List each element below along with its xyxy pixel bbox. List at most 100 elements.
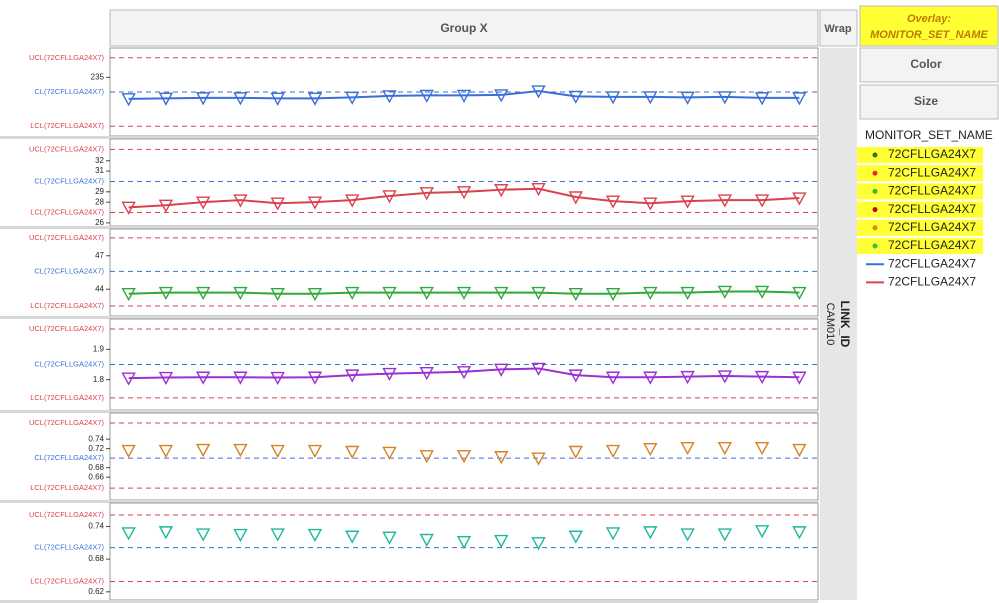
size-zone[interactable] xyxy=(859,84,999,120)
limit-label: CL(72CFLLGA24X7) xyxy=(34,453,104,462)
marker xyxy=(270,287,285,302)
marker xyxy=(792,192,807,206)
size-label: Size xyxy=(914,94,938,108)
group-label: Group X xyxy=(440,21,487,35)
marker xyxy=(195,92,211,106)
marker xyxy=(605,371,621,385)
limit-label: CL(72CFLLGA24X7) xyxy=(34,87,104,96)
marker xyxy=(456,186,472,200)
legend-highlight xyxy=(857,238,983,254)
y-tick-label: 235 xyxy=(91,72,105,81)
limit-label: LCL(72CFLLGA24X7) xyxy=(30,121,104,130)
marker xyxy=(531,452,546,466)
limit-label: LCL(72CFLLGA24X7) xyxy=(30,208,104,217)
legend-highlight xyxy=(857,147,983,163)
marker xyxy=(270,197,285,211)
limit-label: LCL(72CFLLGA24X7) xyxy=(30,301,104,310)
legend-highlight xyxy=(857,219,983,236)
marker xyxy=(568,287,583,302)
marker xyxy=(195,286,211,301)
marker xyxy=(307,371,323,385)
panel-separator xyxy=(0,410,818,413)
y-tick-label: 0.74 xyxy=(88,434,104,443)
overlay-zone[interactable] xyxy=(859,5,999,47)
legend-highlight xyxy=(857,165,983,182)
marker xyxy=(270,92,285,106)
limit-label: CL(72CFLLGA24X7) xyxy=(34,359,104,368)
wrap-label: Wrap xyxy=(824,23,852,35)
marker xyxy=(643,526,658,540)
marker xyxy=(121,287,136,302)
marker xyxy=(233,92,248,106)
legend-swatch xyxy=(872,188,878,194)
mean-line xyxy=(128,367,800,380)
wrap-zone[interactable] xyxy=(819,9,858,47)
y-tick-label: 28 xyxy=(95,197,104,206)
color-zone[interactable] xyxy=(859,47,999,83)
legend-label: 72CFLLGA24X7 xyxy=(888,256,976,270)
row-strip xyxy=(820,48,857,600)
limit-label: UCL(72CFLLGA24X7) xyxy=(29,233,105,242)
mean-line xyxy=(128,290,800,295)
marker xyxy=(345,530,360,544)
marker xyxy=(643,371,658,385)
marker xyxy=(605,287,621,302)
marker xyxy=(382,190,397,204)
panel-separator xyxy=(0,226,818,229)
marker xyxy=(680,528,695,542)
marker xyxy=(382,531,397,545)
y-tick-label: 0.66 xyxy=(88,472,104,481)
y-tick-label: 29 xyxy=(95,187,104,196)
marker xyxy=(531,537,546,551)
marker xyxy=(643,442,658,457)
marker xyxy=(680,370,695,385)
y-tick-label: 0.74 xyxy=(88,522,104,531)
group-header[interactable] xyxy=(109,9,819,47)
marker xyxy=(345,369,360,383)
marker xyxy=(158,444,174,459)
marker xyxy=(792,92,807,106)
marker xyxy=(531,183,546,197)
marker xyxy=(680,286,695,301)
legend-swatch xyxy=(872,207,878,213)
marker xyxy=(717,194,733,208)
marker xyxy=(456,286,472,301)
marker xyxy=(233,528,248,543)
marker xyxy=(121,372,136,386)
y-tick-label: 26 xyxy=(95,218,104,227)
legend-label: 72CFLLGA24X7 xyxy=(888,165,976,179)
legend-label: 72CFLLGA24X7 xyxy=(888,275,976,289)
marker xyxy=(717,370,733,384)
overlay-label: Overlay: xyxy=(907,13,951,25)
legend: 72CFLLGA24X7 72CFLLGA24X7 72CFLLGA24X7 72CF… xyxy=(857,147,983,289)
marker xyxy=(382,286,397,301)
marker xyxy=(195,196,211,210)
marker xyxy=(345,445,360,459)
marker xyxy=(158,199,174,213)
legend-label: 72CFLLGA24X7 xyxy=(888,202,976,216)
marker xyxy=(643,197,658,211)
marker xyxy=(345,91,360,105)
limit-label: UCL(72CFLLGA24X7) xyxy=(29,144,105,153)
marker xyxy=(456,366,472,380)
mean-line xyxy=(128,90,800,100)
plots: 235 UCL(72CFLLGA24X7) CL(72CFLLGA24X7) LCL(… xyxy=(0,47,819,603)
marker xyxy=(717,442,733,456)
marker xyxy=(754,442,770,456)
limit-label: LCL(72CFLLGA24X7) xyxy=(30,576,104,585)
marker xyxy=(717,91,733,105)
marker xyxy=(307,196,323,210)
legend-label: 72CFLLGA24X7 xyxy=(888,238,976,252)
marker xyxy=(494,451,509,465)
marker xyxy=(754,92,770,106)
legend-highlight xyxy=(857,183,983,200)
limit-label: CL(72CFLLGA24X7) xyxy=(34,176,104,185)
color-label: Color xyxy=(910,57,942,71)
marker xyxy=(531,286,546,301)
marker xyxy=(494,89,509,103)
y-tick-label: 31 xyxy=(95,166,104,175)
marker xyxy=(419,366,434,381)
marker xyxy=(307,444,323,459)
marker xyxy=(531,85,546,99)
